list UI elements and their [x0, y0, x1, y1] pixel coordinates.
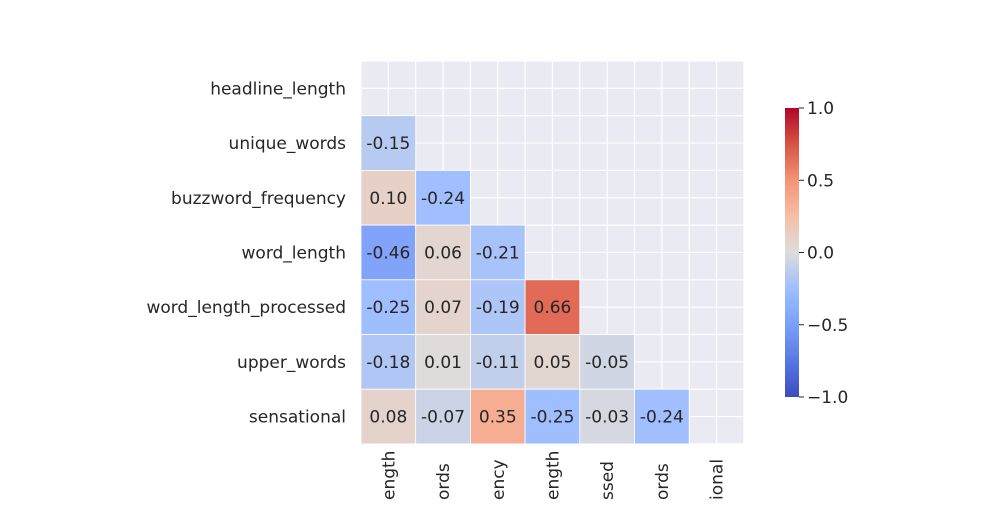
colorbar-tick-label: −0.5 [807, 316, 848, 336]
heatmap-cell [415, 224, 471, 281]
heatmap-cell [360, 224, 417, 281]
heatmap-cell [360, 169, 417, 226]
cell-value-label: -0.19 [476, 298, 520, 318]
heatmap-cell [469, 279, 526, 335]
cell-value-label: -0.15 [366, 134, 410, 154]
cell-value-label: 0.07 [424, 298, 462, 318]
colorbar-tick-label: −1.0 [807, 388, 848, 408]
y-tick-label: sensational [249, 408, 346, 428]
heatmap-cells: -0.15 0.10 -0.24 -0.46 0.06 -0.21 -0.25 0.07 -0.… [360, 115, 690, 445]
heatmap-cell [634, 388, 690, 445]
cell-value-label: -0.25 [530, 408, 574, 428]
heatmap-cell [360, 388, 417, 445]
cell-value-label: 0.01 [424, 353, 462, 373]
x-tick-label: ency [489, 459, 509, 500]
cell-value-label: 0.08 [369, 408, 407, 428]
x-tick-label: ength [379, 451, 399, 500]
cell-value-label: 0.66 [534, 298, 572, 318]
cell-value-label: 0.06 [424, 243, 462, 263]
colorbar-tick-label: 0.0 [807, 244, 834, 264]
heatmap-cell [415, 169, 471, 226]
x-tick-labels: ength ords ency ength ssed ords ional [379, 451, 727, 500]
cell-value-label: -0.25 [366, 298, 410, 318]
cell-value-label: 0.35 [479, 408, 517, 428]
cell-value-label: -0.07 [421, 408, 465, 428]
y-tick-label: word_length [242, 243, 346, 263]
colorbar-tick-label: 1.0 [807, 99, 834, 119]
cell-value-label: -0.46 [366, 243, 410, 263]
heatmap-cell [579, 388, 635, 445]
heatmap-cell [469, 334, 526, 390]
x-tick-label: ional [708, 459, 728, 500]
x-tick-label: ords [653, 463, 673, 500]
colorbar-tick-label: 0.5 [807, 171, 834, 191]
y-tick-label: buzzword_frequency [171, 189, 346, 209]
cell-value-label: -0.24 [640, 408, 684, 428]
cell-value-label: -0.21 [476, 243, 520, 263]
y-tick-labels: headline_length unique_words buzzword_freq… [146, 79, 346, 427]
colorbar-gradient [785, 108, 799, 397]
cell-value-label: -0.05 [585, 353, 629, 373]
heatmap-cell [360, 115, 417, 171]
y-tick-label: word_length_processed [146, 298, 346, 318]
colorbar: 1.0 0.5 0.0 −0.5 −1.0 [785, 99, 848, 408]
heatmap-cell [579, 334, 635, 390]
cell-value-label: -0.11 [476, 353, 520, 373]
cell-value-label: -0.03 [585, 408, 629, 428]
heatmap-cell [360, 334, 417, 390]
y-tick-label: upper_words [237, 353, 346, 373]
heatmap-cell [415, 279, 471, 335]
x-tick-label: ength [543, 451, 563, 500]
heatmap-cell [524, 388, 581, 445]
heatmap-cell [469, 224, 526, 281]
x-tick-label: ssed [598, 461, 618, 500]
x-tick-label: ords [434, 463, 454, 500]
y-tick-label: unique_words [229, 134, 347, 154]
cell-value-label: -0.24 [421, 189, 465, 209]
heatmap-cell [524, 279, 581, 335]
cell-value-label: 0.05 [534, 353, 572, 373]
y-tick-label: headline_length [210, 79, 346, 99]
cell-value-label: -0.18 [366, 353, 410, 373]
cell-value-label: 0.10 [369, 189, 407, 209]
